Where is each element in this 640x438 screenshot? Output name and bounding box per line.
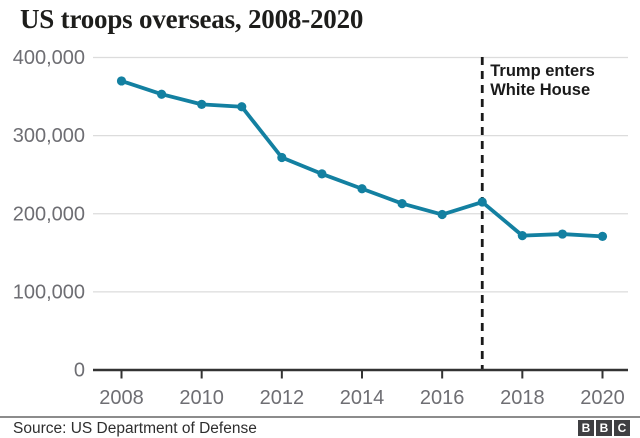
annotation-text: Trump enters <box>490 62 595 80</box>
data-point <box>277 152 287 163</box>
x-tick-label: 2008 <box>99 387 144 409</box>
data-point <box>597 231 608 242</box>
x-tick-label: 2018 <box>500 387 545 409</box>
y-tick-label: 300,000 <box>13 125 85 147</box>
chart-line <box>119 79 605 239</box>
x-tick-label: 2014 <box>340 387 385 409</box>
data-point <box>437 209 447 220</box>
y-tick-label: 200,000 <box>13 203 85 225</box>
data-point <box>237 102 247 112</box>
data-point <box>197 99 207 109</box>
line-chart: 400,000 300,000 200,000 100,000 0 Trump enter… <box>13 47 628 409</box>
bbc-logo-letter: B <box>596 420 612 436</box>
bbc-logo-letter: B <box>578 420 594 436</box>
chart-title: US troops overseas, 2008-2020 <box>20 4 364 34</box>
x-tick-label: 2016 <box>420 387 465 409</box>
bbc-logo: B B C <box>578 420 630 436</box>
data-point <box>557 229 568 239</box>
data-point <box>517 231 527 241</box>
y-tick-label: 0 <box>74 360 85 382</box>
footer-divider <box>0 416 640 418</box>
data-point <box>477 197 487 207</box>
data-point <box>156 89 167 99</box>
data-point <box>317 169 327 179</box>
source-attribution: Source: US Department of Defense <box>13 420 257 437</box>
data-point <box>116 76 127 86</box>
data-point <box>397 198 407 209</box>
x-tick-label: 2012 <box>260 387 305 409</box>
annotation-text: White House <box>490 81 590 99</box>
y-tick-label: 400,000 <box>13 47 85 69</box>
y-tick-label: 100,000 <box>13 281 85 303</box>
x-tick-label: 2010 <box>179 387 224 409</box>
bbc-logo-letter: C <box>614 420 630 436</box>
x-tick-label: 2020 <box>580 387 625 409</box>
data-point <box>357 184 367 194</box>
